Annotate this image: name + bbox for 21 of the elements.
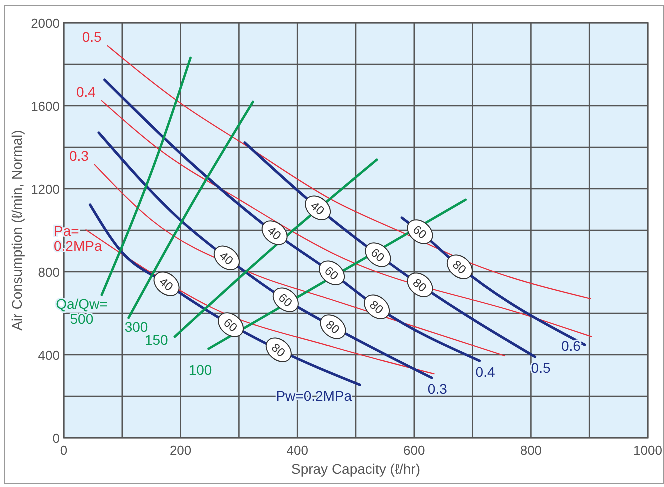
y-tick-label: 1200 bbox=[31, 182, 60, 197]
series-label: 0.3 bbox=[428, 381, 448, 398]
series-label: 0.4 bbox=[76, 84, 96, 100]
y-tick-label: 1600 bbox=[31, 99, 60, 114]
y-tick-label: 400 bbox=[38, 348, 60, 363]
y-tick-label: 0 bbox=[52, 431, 60, 446]
x-tick-label: 1000 bbox=[634, 443, 662, 458]
x-tick-label: 600 bbox=[404, 443, 426, 458]
y-tick-label: 800 bbox=[38, 265, 60, 280]
series-label: 0.5 bbox=[82, 29, 102, 46]
x-axis-title: Spray Capacity (ℓ/hr) bbox=[291, 461, 421, 477]
x-tick-label: 200 bbox=[170, 443, 192, 458]
x-tick-label: 400 bbox=[286, 443, 308, 458]
series-label: 0.4 bbox=[476, 364, 496, 380]
x-tick-label: 800 bbox=[520, 443, 542, 458]
line-series bbox=[244, 142, 537, 358]
series-label: 100 bbox=[188, 362, 212, 378]
y-tick-label: 2000 bbox=[31, 16, 60, 31]
series-label: 0.3 bbox=[69, 148, 90, 164]
y-axis-title: Air Consumption (ℓ/min, Normal) bbox=[9, 130, 25, 331]
series-label: 0.6 bbox=[561, 338, 582, 354]
